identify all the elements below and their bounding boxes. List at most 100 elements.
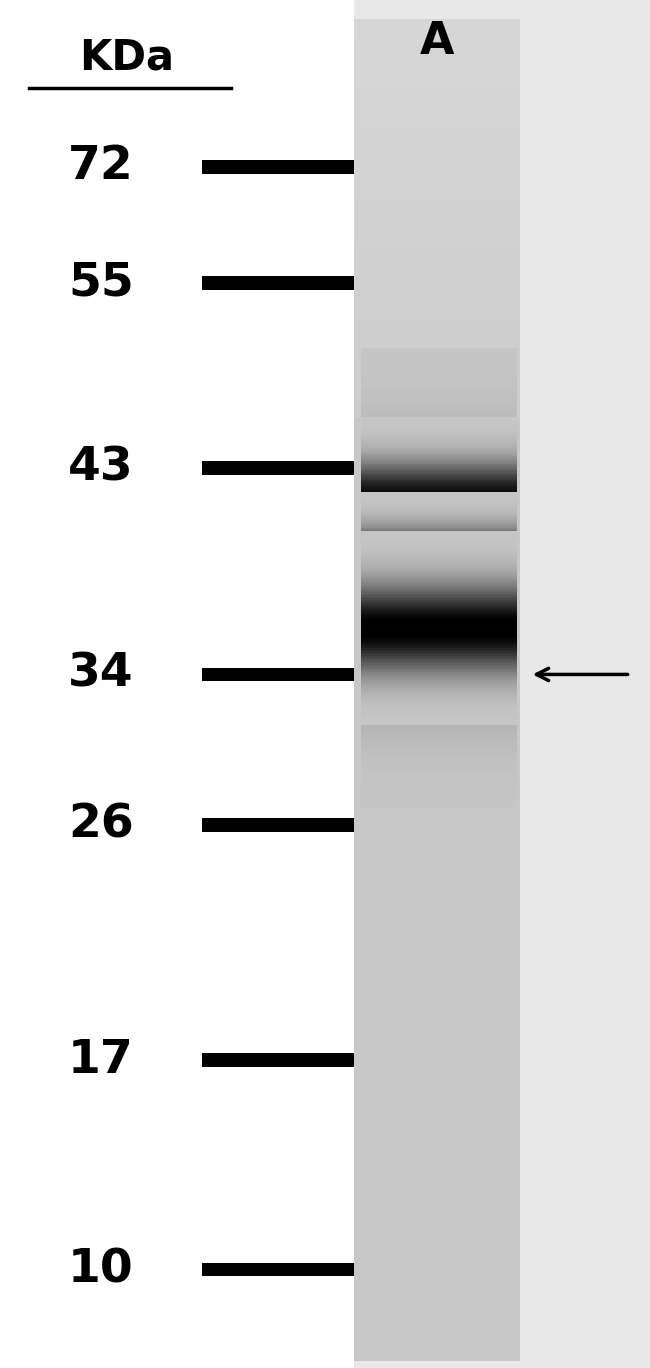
Bar: [354, 770, 520, 776]
Bar: [354, 819, 520, 825]
Bar: [354, 806, 520, 811]
Bar: [354, 189, 520, 194]
Bar: [361, 572, 517, 573]
Bar: [354, 520, 520, 525]
Bar: [361, 659, 517, 662]
Bar: [354, 873, 520, 878]
Bar: [361, 513, 517, 516]
Bar: [361, 711, 517, 715]
Bar: [354, 962, 520, 969]
Bar: [354, 90, 520, 97]
Bar: [361, 494, 517, 495]
Bar: [361, 718, 517, 721]
Bar: [354, 51, 520, 56]
Bar: [361, 450, 517, 454]
Bar: [354, 1096, 520, 1103]
Bar: [361, 591, 517, 592]
Bar: [354, 37, 520, 42]
Bar: [361, 523, 517, 524]
Bar: [354, 1235, 520, 1241]
Bar: [361, 510, 517, 516]
Bar: [361, 536, 517, 538]
Bar: [361, 633, 517, 636]
Bar: [361, 666, 517, 668]
Bar: [361, 648, 517, 651]
Bar: [361, 506, 517, 509]
Bar: [354, 573, 520, 579]
Bar: [361, 523, 517, 525]
Bar: [354, 583, 520, 588]
Bar: [354, 283, 520, 289]
Bar: [361, 534, 517, 536]
Bar: [361, 479, 517, 482]
Bar: [361, 647, 517, 651]
Bar: [361, 669, 517, 670]
Bar: [354, 309, 520, 316]
Bar: [361, 662, 517, 665]
Bar: [361, 564, 517, 565]
Bar: [361, 445, 517, 446]
Bar: [361, 561, 517, 562]
Bar: [354, 1332, 520, 1339]
Bar: [202, 160, 354, 174]
Bar: [354, 323, 520, 328]
Bar: [354, 265, 520, 271]
Bar: [361, 464, 517, 465]
Bar: [354, 877, 520, 882]
Bar: [354, 305, 520, 311]
Bar: [361, 644, 517, 647]
Bar: [361, 475, 517, 476]
Bar: [361, 352, 517, 357]
Bar: [361, 394, 517, 398]
Bar: [361, 540, 517, 546]
Bar: [361, 613, 517, 614]
Bar: [354, 96, 520, 101]
Bar: [361, 456, 517, 458]
Bar: [354, 654, 520, 659]
Bar: [361, 558, 517, 561]
Text: 72: 72: [68, 145, 134, 189]
Bar: [361, 562, 517, 565]
Bar: [361, 449, 517, 450]
Bar: [354, 122, 520, 127]
Bar: [361, 565, 517, 566]
Bar: [354, 1190, 520, 1196]
Bar: [354, 672, 520, 677]
Bar: [361, 776, 517, 780]
Bar: [361, 687, 517, 689]
Bar: [361, 525, 517, 527]
Bar: [361, 603, 517, 605]
Bar: [361, 658, 517, 661]
Bar: [361, 491, 517, 492]
Bar: [361, 553, 517, 554]
Bar: [354, 41, 520, 48]
Bar: [361, 569, 517, 570]
Bar: [354, 739, 520, 744]
FancyArrowPatch shape: [536, 669, 628, 680]
Bar: [361, 613, 517, 617]
Bar: [361, 524, 517, 525]
Bar: [361, 564, 517, 568]
Bar: [361, 575, 517, 576]
Bar: [354, 291, 520, 298]
Bar: [361, 516, 517, 518]
Bar: [354, 1060, 520, 1066]
Bar: [361, 535, 517, 538]
Bar: [361, 536, 517, 538]
Bar: [354, 685, 520, 691]
Bar: [354, 1015, 520, 1022]
Bar: [361, 570, 517, 573]
Bar: [361, 461, 517, 462]
Bar: [202, 1263, 354, 1276]
Bar: [361, 692, 517, 696]
Bar: [361, 476, 517, 477]
Bar: [354, 1078, 520, 1083]
Bar: [361, 602, 517, 603]
Bar: [361, 610, 517, 611]
Bar: [361, 472, 517, 473]
Bar: [354, 1074, 520, 1079]
Bar: [361, 492, 517, 497]
Bar: [354, 471, 520, 476]
Bar: [354, 163, 520, 168]
Bar: [361, 565, 517, 566]
